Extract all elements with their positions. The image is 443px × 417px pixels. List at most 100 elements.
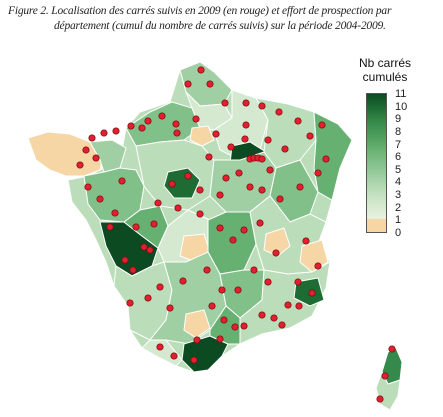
square-dot [106, 223, 114, 231]
square-dot [270, 314, 278, 322]
dept-tarn-et-garonne-tan [183, 309, 211, 339]
mainland-france [27, 61, 353, 373]
square-dot [196, 186, 204, 194]
legend-tick: 2 [395, 201, 402, 214]
square-dot [302, 237, 310, 245]
dept-rhone-tan [263, 227, 291, 257]
legend-tick: 8 [395, 125, 402, 138]
square-dot [179, 277, 187, 285]
square-dot [184, 172, 192, 180]
square-dot [235, 169, 243, 177]
square-dot [196, 210, 204, 218]
square-dot [112, 127, 120, 135]
square-dot [314, 169, 322, 177]
square-dot [118, 177, 126, 185]
square-dot [246, 183, 254, 191]
square-dot [294, 117, 302, 125]
square-dot [158, 112, 166, 120]
square-dot [264, 278, 272, 286]
legend-tick: 11 [395, 88, 407, 100]
square-dot [166, 304, 174, 312]
region-bretagne [27, 131, 105, 177]
legend-tick: 7 [395, 138, 402, 151]
square-dot [82, 146, 90, 154]
square-dot [242, 121, 250, 129]
square-dot [296, 183, 304, 191]
square-dot [278, 321, 286, 329]
square-dot [197, 66, 205, 74]
legend-tick: 5 [395, 163, 402, 176]
square-dot [156, 343, 164, 351]
square-dot [154, 199, 162, 207]
legend-tick: 1 [395, 214, 402, 227]
square-dot [144, 117, 152, 125]
square-dot [76, 161, 84, 169]
dept-pyrenees [141, 339, 183, 367]
square-dot [231, 323, 239, 331]
legend-tick: 0 [395, 226, 402, 239]
square-dot [250, 266, 258, 274]
legend-tick: 10 [395, 100, 408, 113]
square-dot [308, 289, 316, 297]
square-dot [264, 136, 272, 144]
square-dot [240, 322, 248, 330]
square-dot [227, 143, 235, 151]
square-dot [190, 356, 198, 364]
square-dot [276, 195, 284, 203]
square-dot [111, 209, 119, 217]
legend-tick: 3 [395, 189, 402, 201]
square-dot [146, 246, 154, 254]
square-dot [92, 154, 100, 162]
square-dot [174, 204, 182, 212]
legend-title: Nb carrés cumulés [350, 56, 420, 84]
square-dot [192, 115, 200, 123]
square-dot [138, 124, 146, 132]
square-dot [121, 256, 129, 264]
square-dot [295, 302, 303, 310]
square-dot [184, 80, 192, 88]
square-dot [241, 135, 249, 143]
square-dot [216, 191, 224, 199]
square-dot [168, 180, 176, 188]
legend-tick: 4 [395, 176, 402, 189]
caption-line-1: Figure 2. Localisation des carrés suivis… [8, 5, 392, 17]
square-dot [242, 99, 250, 107]
square-dot [229, 236, 237, 244]
square-dot [96, 195, 104, 203]
region-alsace [313, 111, 353, 201]
square-dot [84, 183, 92, 191]
dept-paris-area [189, 125, 215, 147]
square-dot [144, 294, 152, 302]
legend-tick: 9 [395, 113, 402, 126]
square-dot [234, 286, 242, 294]
square-dot [381, 372, 389, 380]
square-dot [388, 345, 396, 353]
square-dot [212, 130, 220, 138]
square-dot [129, 266, 137, 274]
square-dot [376, 395, 384, 403]
square-dot [266, 166, 274, 174]
square-dot [258, 311, 266, 319]
square-dot [222, 174, 230, 182]
square-dot [208, 302, 216, 310]
square-dot [170, 352, 178, 360]
square-dot [275, 108, 283, 116]
square-dot [172, 120, 180, 128]
legend-ticks: 11 10 9 8 7 6 5 4 3 2 1 0 [395, 88, 425, 239]
square-dot [88, 134, 96, 142]
square-dot [220, 316, 228, 324]
square-dot [193, 336, 201, 344]
square-dot [132, 223, 140, 231]
square-dot [127, 122, 135, 130]
monitored-squares-2009 [76, 66, 396, 403]
square-dot [203, 266, 211, 274]
square-dot [258, 155, 266, 163]
square-dot [205, 153, 213, 161]
legend-title-line-1: Nb carrés [358, 56, 411, 70]
square-dot [156, 283, 164, 291]
square-dot [140, 243, 148, 251]
dept-herault [209, 305, 241, 345]
square-dot [306, 132, 314, 140]
square-dot [322, 155, 330, 163]
